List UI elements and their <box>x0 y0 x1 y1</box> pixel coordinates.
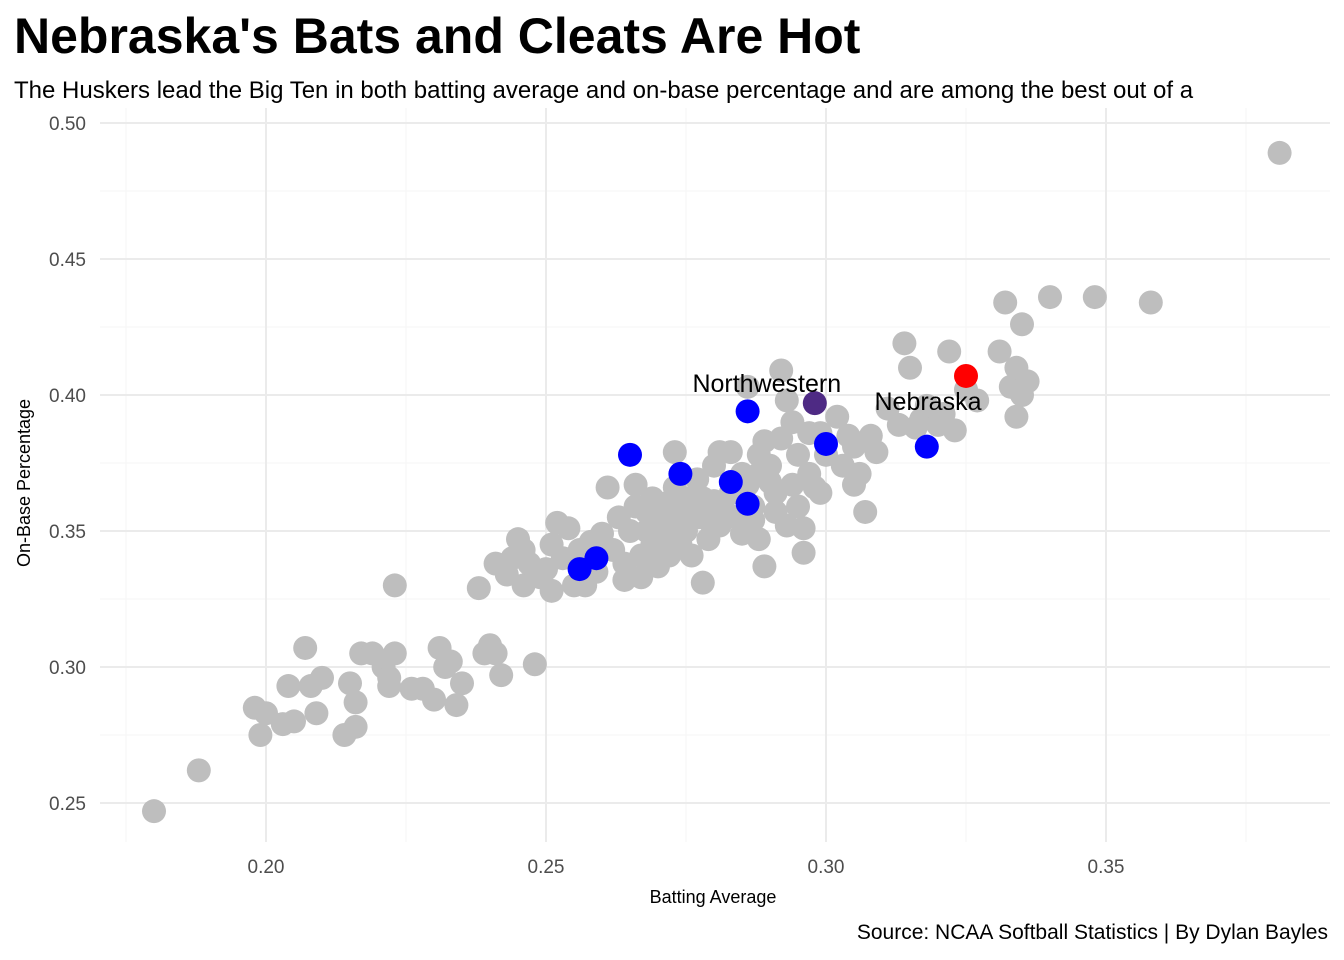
point-label-nebraska: Nebraska <box>875 388 982 416</box>
y-tick-label: 0.50 <box>49 114 86 135</box>
y-tick-label: 0.40 <box>49 386 86 407</box>
data-point <box>774 388 799 413</box>
x-tick-label: 0.35 <box>1088 857 1125 878</box>
y-axis-ticks: 0.25 0.30 0.35 0.40 0.45 0.50 <box>49 114 86 815</box>
data-point <box>248 723 273 747</box>
data-point <box>718 470 743 495</box>
data-point <box>853 499 878 524</box>
data-point <box>343 690 368 715</box>
y-tick-label: 0.45 <box>49 250 86 271</box>
x-tick-label: 0.25 <box>528 857 565 878</box>
chart-subtitle: The Huskers lead the Big Ten in both bat… <box>14 77 1194 104</box>
data-point <box>1004 404 1029 429</box>
data-point <box>752 554 777 579</box>
y-tick-label: 0.30 <box>49 658 86 679</box>
x-tick-label: 0.20 <box>248 857 285 878</box>
data-point <box>791 516 816 541</box>
chart-caption: Source: NCAA Softball Statistics | By Dy… <box>856 921 1328 944</box>
data-point <box>556 516 581 541</box>
data-point <box>735 374 760 399</box>
data-point <box>618 442 642 467</box>
x-axis-ticks: 0.20 0.25 0.30 0.35 <box>248 857 1125 878</box>
data-point <box>735 491 760 516</box>
data-point <box>618 519 642 543</box>
data-point <box>662 440 687 465</box>
data-point <box>186 758 211 783</box>
chart-title: Nebraska's Bats and Cleats Are Hot <box>14 8 861 64</box>
data-point <box>522 652 547 677</box>
data-point <box>338 671 362 696</box>
data-point <box>483 641 508 666</box>
data-point <box>276 674 301 699</box>
data-point <box>489 663 514 688</box>
y-tick-label: 0.35 <box>49 522 86 543</box>
data-point <box>584 546 609 571</box>
data-point <box>293 635 318 660</box>
data-point <box>937 339 962 364</box>
data-point <box>864 440 889 465</box>
data-point <box>623 472 648 497</box>
data-point <box>539 578 564 603</box>
y-axis-title: On-Base Percentage <box>14 399 34 567</box>
data-point <box>965 388 990 413</box>
data-point <box>769 358 794 383</box>
data-point <box>993 290 1018 315</box>
data-point <box>814 431 838 456</box>
data-point-nebraska <box>954 363 978 388</box>
data-point <box>422 687 446 712</box>
data-point <box>758 453 782 478</box>
x-axis-title: Batting Average <box>650 887 777 907</box>
data-point <box>898 355 922 380</box>
data-point <box>1038 285 1062 310</box>
data-point <box>1015 369 1040 394</box>
data-points <box>142 140 1292 824</box>
point-labels: Nebraska Northwestern <box>692 370 981 416</box>
data-point <box>1082 285 1107 310</box>
data-point <box>914 434 939 459</box>
data-point <box>847 461 872 486</box>
data-point <box>282 709 306 734</box>
data-point <box>892 331 917 356</box>
x-tick-label: 0.30 <box>808 857 845 878</box>
data-point <box>808 480 833 505</box>
data-point <box>786 442 810 467</box>
data-point <box>786 494 810 519</box>
data-point <box>1267 140 1292 165</box>
data-point <box>942 418 967 443</box>
data-point <box>735 399 760 424</box>
point-label-northwestern: Northwestern <box>692 370 841 398</box>
data-point <box>987 339 1012 364</box>
data-point <box>438 649 463 674</box>
data-point <box>377 665 402 690</box>
data-point <box>679 543 704 568</box>
data-point <box>1138 290 1163 315</box>
data-point <box>746 527 771 552</box>
data-point <box>718 440 743 465</box>
data-point <box>825 404 850 429</box>
data-point <box>595 475 620 500</box>
data-point <box>690 570 715 595</box>
data-point <box>310 665 334 690</box>
data-point <box>304 701 329 726</box>
data-point <box>668 461 693 486</box>
data-point <box>382 573 407 598</box>
data-point <box>791 540 816 565</box>
data-point <box>444 693 469 718</box>
data-point <box>1010 312 1034 337</box>
data-point <box>142 799 166 824</box>
data-point <box>382 641 407 666</box>
data-point <box>343 714 368 739</box>
data-point-northwestern <box>802 391 827 416</box>
y-tick-label: 0.25 <box>49 794 86 815</box>
data-point <box>450 671 474 696</box>
data-point <box>466 576 491 601</box>
